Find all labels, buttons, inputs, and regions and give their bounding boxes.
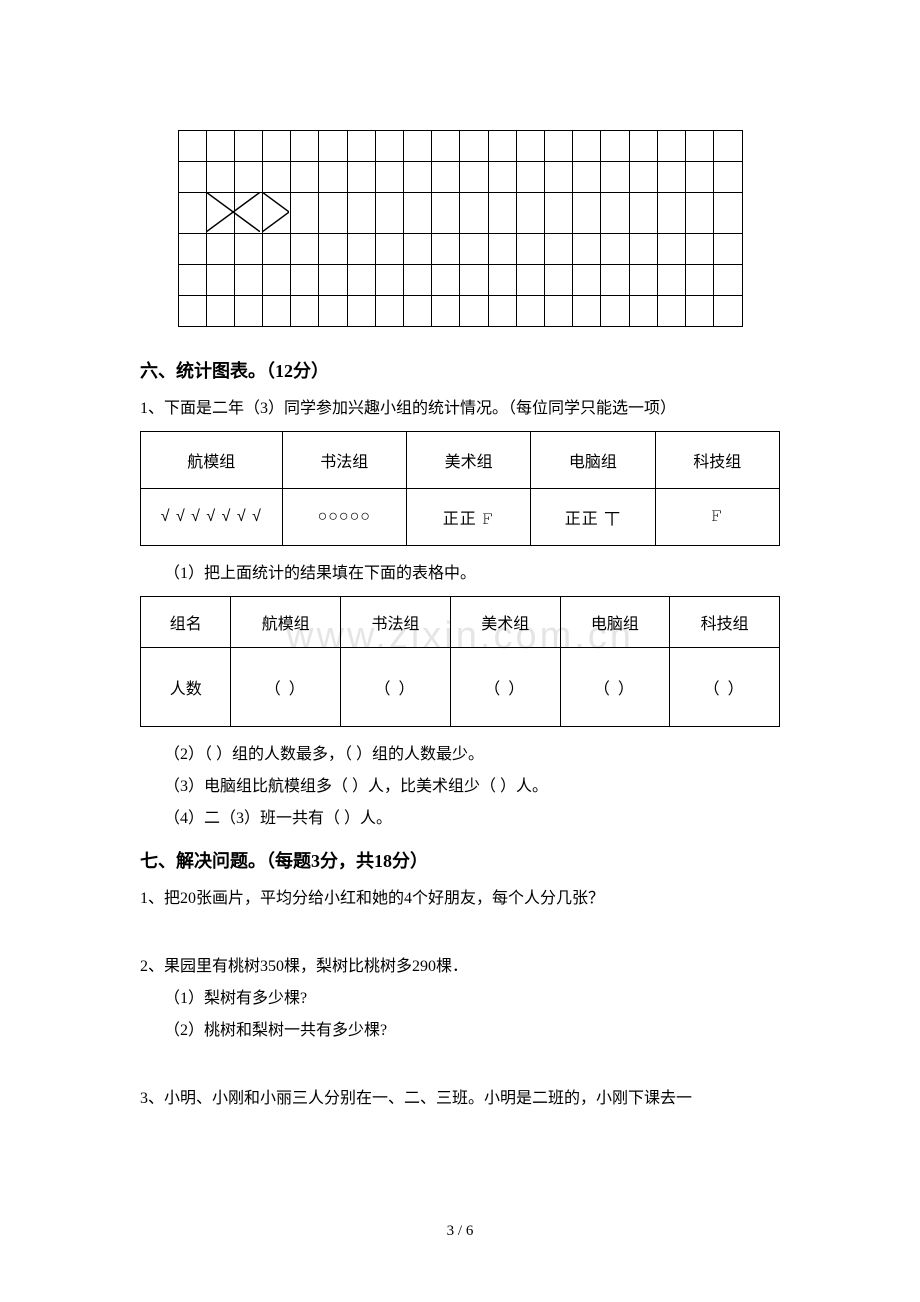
- spacer: [140, 915, 780, 951]
- spacer: [140, 1047, 780, 1083]
- tally-header: 书法组: [282, 432, 406, 489]
- results-blank: （ ）: [341, 648, 451, 727]
- results-blank: （ ）: [560, 648, 670, 727]
- tally-header: 航模组: [141, 432, 283, 489]
- tally-cell: 正正 丅: [531, 489, 655, 546]
- section6-sub3: （3）电脑组比航模组多（ ）人，比美术组少（ ）人。: [140, 771, 780, 803]
- section6-sub4: （4）二（3）班一共有（ ）人。: [140, 803, 780, 835]
- results-header: 书法组: [341, 597, 451, 648]
- tally-cell: √ √ √ √ √ √ √: [141, 489, 283, 546]
- section6-sub1: （1）把上面统计的结果填在下面的表格中。: [140, 558, 780, 590]
- page-number: 3 / 6: [0, 1223, 920, 1240]
- grid-table: [178, 130, 743, 327]
- section6-q1-intro: 1、下面是二年（3）同学参加兴趣小组的统计情况。（每位同学只能选一项）: [140, 393, 780, 425]
- section7-q2-2: （2）桃树和梨树一共有多少棵?: [140, 1015, 780, 1047]
- tally-header: 科技组: [655, 432, 779, 489]
- section7-q1: 1、把20张画片，平均分给小红和她的4个好朋友，每个人分几张？: [140, 883, 780, 915]
- page: 六、统计图表。（12分） 1、下面是二年（3）同学参加兴趣小组的统计情况。（每位…: [0, 0, 920, 1302]
- section7-q2: 2、果园里有桃树350棵，梨树比桃树多290棵．: [140, 951, 780, 983]
- tally-cell: 𝙵: [655, 489, 779, 546]
- section6-heading: 六、统计图表。（12分）: [140, 357, 780, 383]
- results-table: 组名 航模组 书法组 美术组 电脑组 科技组 人数 （ ） （ ） （ ） （ …: [140, 596, 780, 727]
- tally-cell: 正正 𝙵: [406, 489, 530, 546]
- results-blank: （ ）: [670, 648, 780, 727]
- grid-container: [178, 130, 743, 327]
- bowtie-shape-right: [262, 192, 289, 232]
- tally-table: 航模组 书法组 美术组 电脑组 科技组 √ √ √ √ √ √ √ ○○○○○ …: [140, 431, 780, 546]
- results-row-label: 人数: [141, 648, 231, 727]
- results-col-label: 组名: [141, 597, 231, 648]
- results-header: 电脑组: [560, 597, 670, 648]
- section7-heading: 七、解决问题。（每题3分，共18分）: [140, 847, 780, 873]
- results-blank: （ ）: [231, 648, 341, 727]
- results-header: 美术组: [450, 597, 560, 648]
- section7-q2-1: （1）梨树有多少棵?: [140, 983, 780, 1015]
- section7-q3: 3、小明、小刚和小丽三人分别在一、二、三班。小明是二班的，小刚下课去一: [140, 1083, 780, 1115]
- tally-cell: ○○○○○: [282, 489, 406, 546]
- tally-header: 电脑组: [531, 432, 655, 489]
- results-header: 航模组: [231, 597, 341, 648]
- section6-sub2: （2）（ ）组的人数最多，（ ）组的人数最少。: [140, 739, 780, 771]
- results-blank: （ ）: [450, 648, 560, 727]
- results-header: 科技组: [670, 597, 780, 648]
- tally-header: 美术组: [406, 432, 530, 489]
